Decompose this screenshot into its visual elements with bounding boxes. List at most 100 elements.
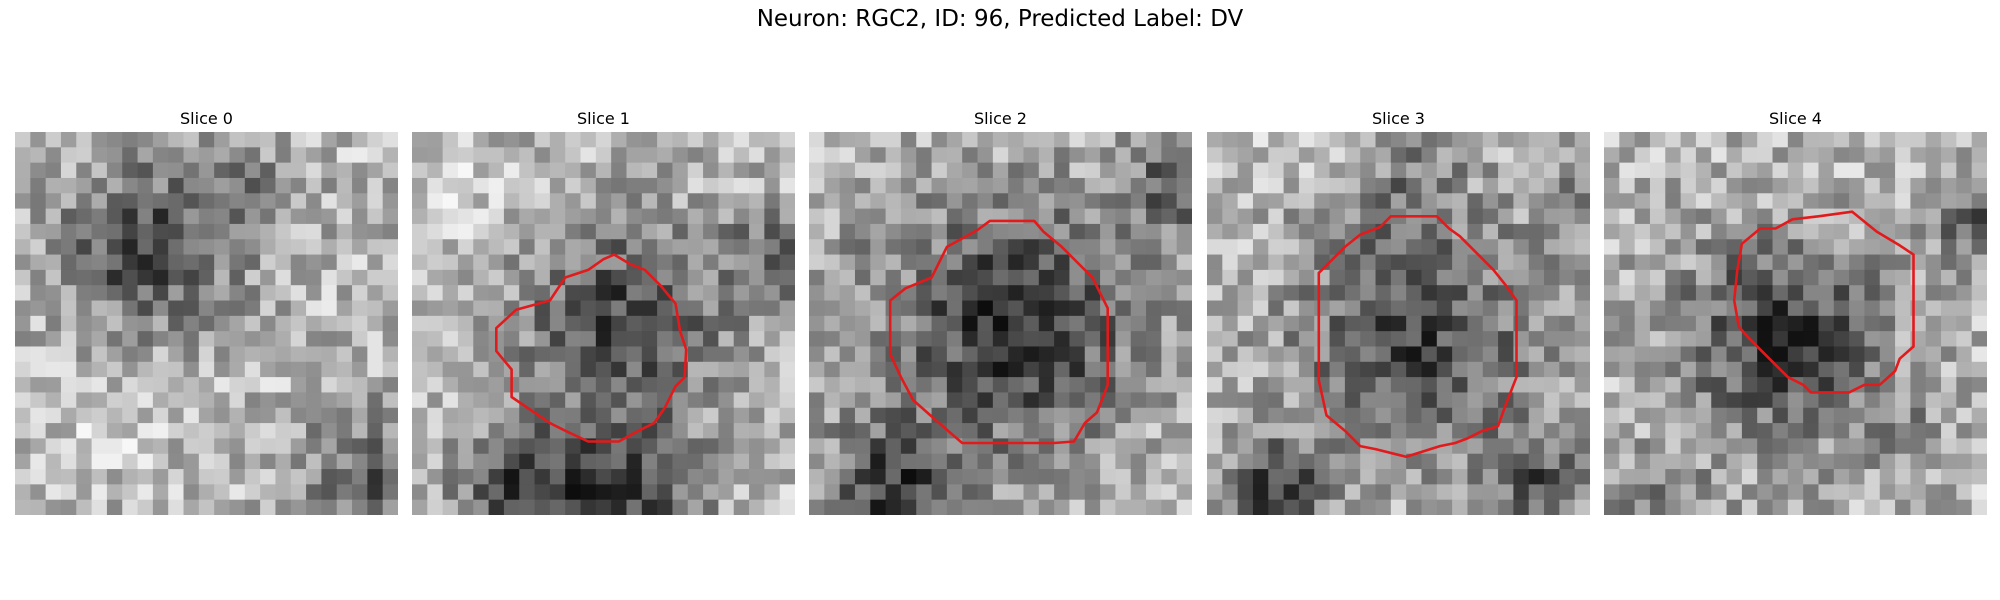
- pixel-cell: [1818, 407, 1835, 424]
- pixel-cell: [214, 193, 230, 210]
- pixel-cell: [870, 239, 887, 256]
- pixel-cell: [1787, 346, 1804, 363]
- pixel-cell: [1711, 208, 1728, 225]
- pixel-cell: [76, 392, 93, 409]
- pixel-cell: [76, 346, 93, 363]
- pixel-cell: [1069, 377, 1086, 393]
- pixel-cell: [595, 193, 612, 210]
- pixel-cell: [1741, 438, 1758, 455]
- pixel-cell: [870, 331, 887, 347]
- pixel-cell: [321, 392, 338, 409]
- pixel-cell: [1452, 193, 1468, 210]
- pixel-cell: [534, 469, 551, 485]
- pixel-cell: [1833, 269, 1850, 286]
- pixel-cell: [260, 269, 276, 286]
- pixel-cell: [275, 469, 292, 485]
- pixel-cell: [580, 469, 597, 485]
- pixel-cell: [1023, 315, 1040, 332]
- pixel-cell: [1207, 132, 1223, 148]
- pixel-cell: [900, 177, 917, 194]
- pixel-cell: [457, 315, 474, 332]
- pixel-cell: [779, 147, 795, 164]
- pixel-cell: [1482, 331, 1499, 347]
- pixel-cell: [1604, 438, 1620, 455]
- pixel-cell: [260, 453, 276, 470]
- pixel-cell: [1818, 254, 1835, 271]
- pixel-cell: [626, 361, 643, 378]
- pixel-cell: [168, 147, 185, 164]
- pixel-cell: [1941, 285, 1957, 302]
- pixel-cell: [76, 300, 93, 317]
- pixel-cell: [1956, 346, 1973, 363]
- pixel-cell: [809, 377, 825, 393]
- pixel-cell: [306, 269, 322, 286]
- pixel-cell: [122, 162, 139, 179]
- pixel-cell: [1513, 177, 1530, 194]
- pixel-cell: [1680, 223, 1697, 240]
- pixel-cell: [30, 132, 47, 148]
- pixel-cell: [1237, 132, 1254, 148]
- pixel-cell: [198, 392, 215, 409]
- pixel-cell: [1482, 469, 1499, 485]
- pixel-cell: [1864, 392, 1881, 409]
- pixel-cell: [962, 269, 979, 286]
- pixel-cell: [1498, 423, 1514, 439]
- pixel-cell: [1406, 346, 1422, 363]
- pixel-cell: [106, 484, 123, 501]
- slice-panel-3: Slice 3: [1207, 108, 1590, 515]
- pixel-cell: [1528, 177, 1545, 194]
- pixel-cell: [1375, 361, 1392, 378]
- pixel-cell: [60, 193, 77, 210]
- pixel-cell: [580, 132, 597, 148]
- pixel-cell: [1910, 438, 1927, 455]
- pixel-cell: [595, 208, 612, 225]
- pixel-cell: [1559, 193, 1576, 210]
- pixel-cell: [1069, 193, 1086, 210]
- pixel-cell: [30, 193, 47, 210]
- pixel-cell: [1176, 438, 1192, 455]
- pixel-cell: [1130, 223, 1147, 240]
- pixel-cell: [412, 377, 428, 393]
- pixel-cell: [580, 193, 597, 210]
- pixel-cell: [45, 223, 62, 240]
- pixel-cell: [488, 499, 505, 515]
- pixel-cell: [1680, 484, 1697, 501]
- pixel-cell: [1008, 423, 1024, 439]
- pixel-cell: [1390, 331, 1407, 347]
- pixel-cell: [1314, 177, 1331, 194]
- pixel-cell: [1895, 193, 1911, 210]
- pixel-cell: [839, 499, 856, 515]
- pixel-cell: [1329, 499, 1346, 515]
- pixel-cell: [672, 392, 689, 409]
- pixel-cell: [427, 453, 444, 470]
- pixel-cell: [1849, 315, 1865, 332]
- pixel-cell: [1314, 147, 1331, 164]
- pixel-cell: [1360, 254, 1377, 271]
- pixel-cell: [1207, 346, 1223, 363]
- pixel-cell: [1619, 499, 1636, 515]
- slice-panel-0: Slice 0: [15, 108, 398, 515]
- pixel-cell: [290, 469, 307, 485]
- pixel-cell: [1726, 147, 1743, 164]
- pixel-cell: [1008, 162, 1024, 179]
- pixel-cell: [473, 132, 490, 148]
- pixel-cell: [900, 193, 917, 210]
- pixel-cell: [626, 453, 643, 470]
- pixel-cell: [1482, 269, 1499, 286]
- pixel-cell: [229, 331, 246, 347]
- pixel-cell: [1634, 392, 1651, 409]
- pixel-cell: [168, 392, 185, 409]
- slice-panel-4: Slice 4: [1604, 108, 1987, 515]
- pixel-cell: [503, 453, 520, 470]
- pixel-cell: [1406, 147, 1422, 164]
- pixel-cell: [1803, 438, 1819, 455]
- pixel-cell: [1237, 315, 1254, 332]
- pixel-cell: [260, 392, 276, 409]
- pixel-cell: [718, 377, 735, 393]
- pixel-cell: [260, 499, 276, 515]
- pixel-cell: [839, 423, 856, 439]
- pixel-cell: [503, 132, 520, 148]
- pixel-cell: [1023, 239, 1040, 256]
- pixel-cell: [672, 132, 689, 148]
- pixel-cell: [1680, 469, 1697, 485]
